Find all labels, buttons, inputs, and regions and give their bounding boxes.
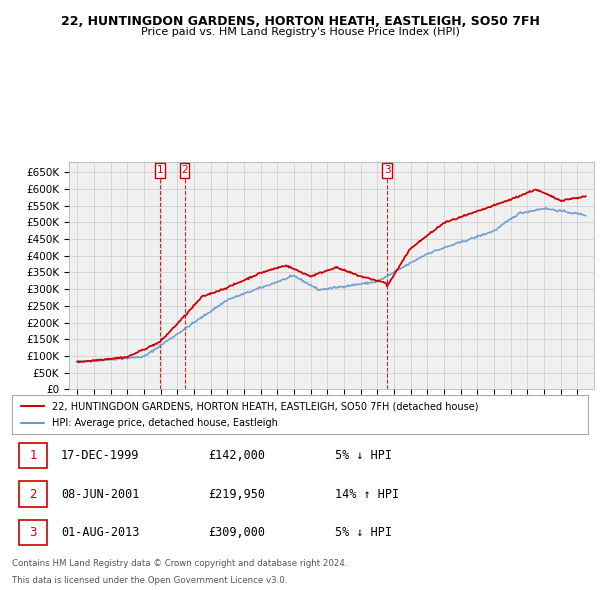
- Text: HPI: Average price, detached house, Eastleigh: HPI: Average price, detached house, East…: [52, 418, 278, 428]
- Text: 22, HUNTINGDON GARDENS, HORTON HEATH, EASTLEIGH, SO50 7FH: 22, HUNTINGDON GARDENS, HORTON HEATH, EA…: [61, 15, 539, 28]
- FancyBboxPatch shape: [19, 443, 47, 468]
- Text: 1: 1: [29, 449, 37, 463]
- Text: 2: 2: [29, 487, 37, 501]
- Text: 14% ↑ HPI: 14% ↑ HPI: [335, 487, 398, 501]
- FancyBboxPatch shape: [155, 163, 165, 178]
- Text: 5% ↓ HPI: 5% ↓ HPI: [335, 449, 392, 463]
- Text: 01-AUG-2013: 01-AUG-2013: [61, 526, 139, 539]
- Text: Contains HM Land Registry data © Crown copyright and database right 2024.: Contains HM Land Registry data © Crown c…: [12, 559, 347, 568]
- Text: Price paid vs. HM Land Registry's House Price Index (HPI): Price paid vs. HM Land Registry's House …: [140, 27, 460, 37]
- Text: 1: 1: [157, 165, 163, 175]
- Text: 08-JUN-2001: 08-JUN-2001: [61, 487, 139, 501]
- Text: £142,000: £142,000: [208, 449, 265, 463]
- Text: 22, HUNTINGDON GARDENS, HORTON HEATH, EASTLEIGH, SO50 7FH (detached house): 22, HUNTINGDON GARDENS, HORTON HEATH, EA…: [52, 401, 479, 411]
- Text: 5% ↓ HPI: 5% ↓ HPI: [335, 526, 392, 539]
- FancyBboxPatch shape: [19, 481, 47, 507]
- Text: 3: 3: [29, 526, 37, 539]
- Text: £309,000: £309,000: [208, 526, 265, 539]
- FancyBboxPatch shape: [180, 163, 190, 178]
- Text: This data is licensed under the Open Government Licence v3.0.: This data is licensed under the Open Gov…: [12, 576, 287, 585]
- Text: 17-DEC-1999: 17-DEC-1999: [61, 449, 139, 463]
- Text: £219,950: £219,950: [208, 487, 265, 501]
- Text: 2: 2: [181, 165, 188, 175]
- FancyBboxPatch shape: [19, 520, 47, 545]
- Text: 3: 3: [383, 165, 391, 175]
- FancyBboxPatch shape: [382, 163, 392, 178]
